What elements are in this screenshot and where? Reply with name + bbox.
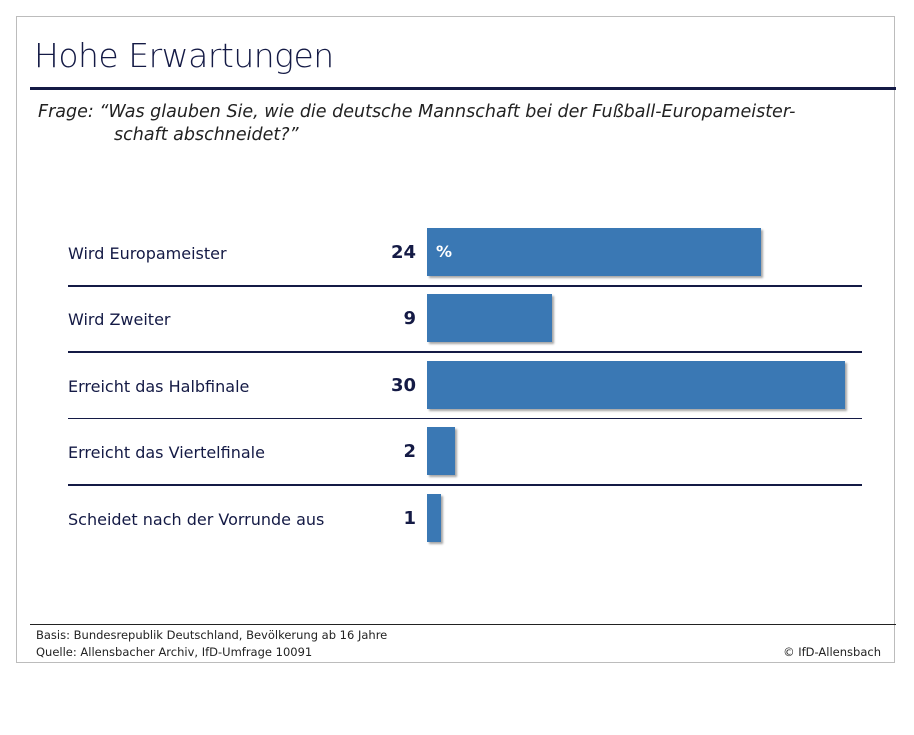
data-label: 1 [403,507,416,529]
row-separator [68,351,862,353]
data-label: 24 [390,242,416,263]
title-rule [30,87,896,90]
question-line-2: schaft abschneidet?” [114,125,299,145]
category-label: Erreicht das Halbfinale [68,376,250,396]
unit-label: % [436,242,453,261]
row-separator [68,417,862,420]
chart-title: Hohe Erwartungen [34,36,334,75]
bar [427,493,441,542]
footer-copyright: © IfD-Allensbach [783,645,881,659]
row-separator [68,484,862,486]
question-line-1: Frage: “Was glauben Sie, wie die deutsch… [38,102,796,122]
bar [427,427,455,476]
data-label: 30 [390,374,416,396]
category-label: Erreicht das Viertelfinale [68,443,265,463]
data-label: 9 [403,308,416,330]
category-label: Wird Zweiter [68,310,171,330]
footer-source: Quelle: Allensbacher Archiv, IfD-Umfrage… [36,645,313,659]
footer-rule [30,624,896,625]
footer-basis: Basis: Bundesrepublik Deutschland, Bevöl… [36,628,388,642]
bar [427,360,845,409]
category-label: Scheidet nach der Vorrunde aus [68,509,325,529]
row-separator [68,285,862,287]
category-label: Wird Europameister [68,244,227,263]
chart-frame [16,16,895,663]
data-label: 2 [403,441,416,463]
bar [427,294,553,343]
bar: % [427,228,762,276]
